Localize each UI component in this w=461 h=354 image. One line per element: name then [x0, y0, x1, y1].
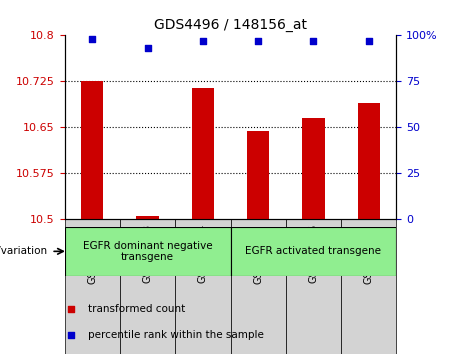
Bar [358, 103, 380, 219]
Bar [81, 81, 103, 219]
FancyBboxPatch shape [341, 219, 396, 354]
Bar [136, 216, 159, 219]
Point [144, 45, 151, 51]
FancyBboxPatch shape [175, 219, 230, 354]
Text: genotype/variation: genotype/variation [0, 246, 48, 256]
Point [310, 38, 317, 44]
Bar [247, 131, 269, 219]
Point [254, 38, 262, 44]
Bar [192, 87, 214, 219]
FancyBboxPatch shape [120, 219, 175, 354]
Point [89, 36, 96, 42]
Text: percentile rank within the sample: percentile rank within the sample [88, 330, 264, 340]
Point [199, 38, 207, 44]
FancyBboxPatch shape [230, 227, 396, 276]
FancyBboxPatch shape [230, 219, 286, 354]
Text: EGFR dominant negative
transgene: EGFR dominant negative transgene [83, 240, 213, 262]
FancyBboxPatch shape [286, 219, 341, 354]
Point [287, 145, 295, 151]
Text: EGFR activated transgene: EGFR activated transgene [245, 246, 382, 256]
Text: transformed count: transformed count [88, 304, 185, 314]
Bar [302, 118, 325, 219]
FancyBboxPatch shape [65, 227, 230, 276]
Point [365, 38, 372, 44]
Title: GDS4496 / 148156_at: GDS4496 / 148156_at [154, 18, 307, 32]
FancyBboxPatch shape [65, 219, 120, 354]
